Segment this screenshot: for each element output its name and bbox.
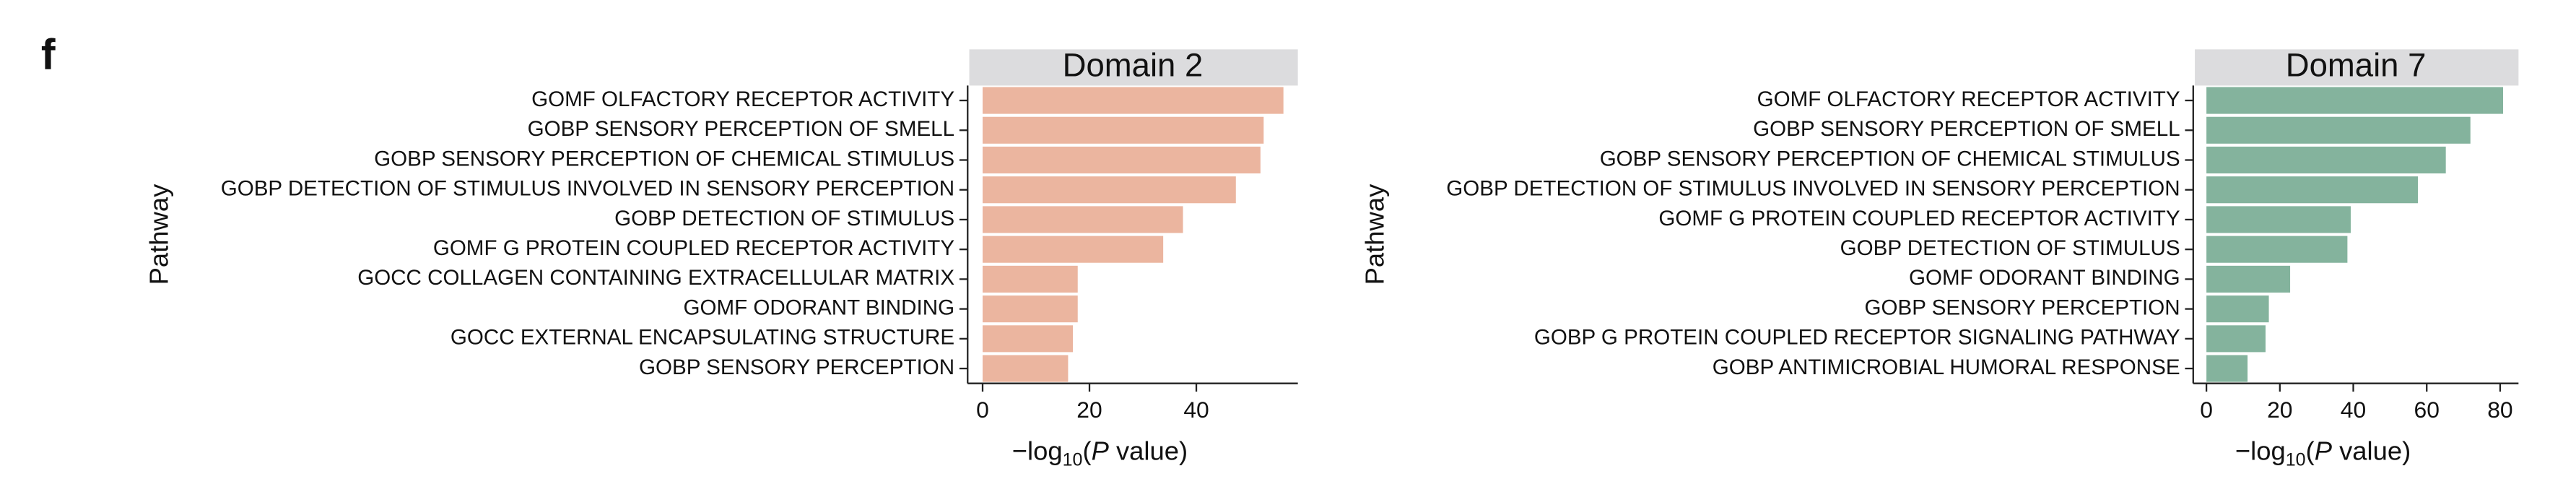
bar bbox=[2206, 355, 2248, 382]
bar bbox=[982, 206, 1183, 233]
x-axis-title-part: 10 bbox=[1063, 449, 1083, 470]
y-tick-label: GOBP DETECTION OF STIMULUS INVOLVED IN S… bbox=[1446, 177, 2180, 201]
y-tick-label: GOBP SENSORY PERCEPTION OF SMELL bbox=[528, 117, 954, 141]
x-axis-title-part: ( bbox=[2306, 436, 2315, 465]
x-axis-title-part: value) bbox=[2332, 436, 2411, 465]
x-tick-label: 80 bbox=[2487, 397, 2512, 423]
x-tick-label: 0 bbox=[976, 397, 989, 423]
bar bbox=[982, 265, 1078, 293]
bar bbox=[982, 176, 1236, 204]
y-tick-label: GOMF G PROTEIN COUPLED RECEPTOR ACTIVITY bbox=[1658, 207, 2180, 230]
x-axis-title-part: −log bbox=[1012, 436, 1063, 465]
bar bbox=[2206, 176, 2419, 204]
bar bbox=[2206, 206, 2351, 233]
x-axis-title-part: ( bbox=[1082, 436, 1091, 465]
y-tick-label: GOBP SENSORY PERCEPTION OF SMELL bbox=[1753, 117, 2180, 141]
strip bbox=[969, 49, 1298, 86]
bar bbox=[2206, 265, 2291, 293]
x-axis-title: −log10(P value) bbox=[2235, 436, 2411, 470]
y-tick-label: GOBP DETECTION OF STIMULUS INVOLVED IN S… bbox=[221, 177, 954, 201]
y-tick-label: GOBP SENSORY PERCEPTION bbox=[639, 355, 954, 379]
bar bbox=[982, 116, 1264, 144]
x-tick-label: 40 bbox=[1183, 397, 1209, 423]
y-tick-label: GOMF OLFACTORY RECEPTOR ACTIVITY bbox=[1757, 87, 2180, 111]
x-tick-label: 40 bbox=[2341, 397, 2366, 423]
bar bbox=[2206, 116, 2471, 144]
panel-label: f bbox=[41, 30, 56, 78]
y-tick-label: GOBP ANTIMICROBIAL HUMORAL RESPONSE bbox=[1713, 355, 2180, 379]
y-tick-label: GOBP SENSORY PERCEPTION bbox=[1865, 295, 2180, 319]
y-tick-label: GOBP SENSORY PERCEPTION OF CHEMICAL STIM… bbox=[374, 147, 954, 171]
bar bbox=[2206, 295, 2269, 323]
x-axis-title-part: value) bbox=[1109, 436, 1188, 465]
y-tick-label: GOBP G PROTEIN COUPLED RECEPTOR SIGNALIN… bbox=[1534, 326, 2180, 350]
strip bbox=[2195, 49, 2519, 86]
y-tick-label: GOMF G PROTEIN COUPLED RECEPTOR ACTIVITY bbox=[433, 236, 955, 260]
bar bbox=[2206, 325, 2266, 353]
x-tick-label: 20 bbox=[2267, 397, 2292, 423]
bar bbox=[2206, 236, 2348, 263]
bar bbox=[982, 146, 1261, 174]
y-tick-label: GOBP DETECTION OF STIMULUS bbox=[614, 207, 954, 230]
y-tick-label: GOCC EXTERNAL ENCAPSULATING STRUCTURE bbox=[451, 326, 954, 350]
x-axis-title-part: 10 bbox=[2286, 449, 2306, 470]
bar bbox=[2206, 146, 2446, 174]
strip-title: Domain 2 bbox=[1063, 46, 1204, 83]
y-tick-label: GOMF ODORANT BINDING bbox=[683, 295, 954, 319]
y-tick-label: GOBP DETECTION OF STIMULUS bbox=[1840, 236, 2180, 260]
bar bbox=[982, 236, 1164, 263]
y-axis-title: Pathway bbox=[1360, 184, 1390, 285]
bar bbox=[2206, 87, 2503, 114]
y-tick-label: GOMF OLFACTORY RECEPTOR ACTIVITY bbox=[531, 87, 954, 111]
x-tick-label: 0 bbox=[2200, 397, 2213, 423]
x-axis-title-part: P bbox=[2315, 436, 2333, 465]
strip-title: Domain 7 bbox=[2286, 46, 2427, 83]
y-tick-label: GOCC COLLAGEN CONTAINING EXTRACELLULAR M… bbox=[357, 266, 954, 290]
bar bbox=[982, 87, 1284, 114]
x-tick-label: 20 bbox=[1076, 397, 1102, 423]
y-axis-title: Pathway bbox=[144, 184, 174, 285]
y-tick-label: GOMF ODORANT BINDING bbox=[1909, 266, 2180, 290]
x-axis-title: −log10(P value) bbox=[1012, 436, 1188, 470]
x-axis-title-part: −log bbox=[2235, 436, 2286, 465]
bar bbox=[982, 295, 1078, 323]
bar bbox=[982, 325, 1074, 353]
y-tick-label: GOBP SENSORY PERCEPTION OF CHEMICAL STIM… bbox=[1600, 147, 2180, 171]
x-tick-label: 60 bbox=[2414, 397, 2440, 423]
bar bbox=[982, 355, 1069, 382]
x-axis-title-part: P bbox=[1092, 436, 1110, 465]
